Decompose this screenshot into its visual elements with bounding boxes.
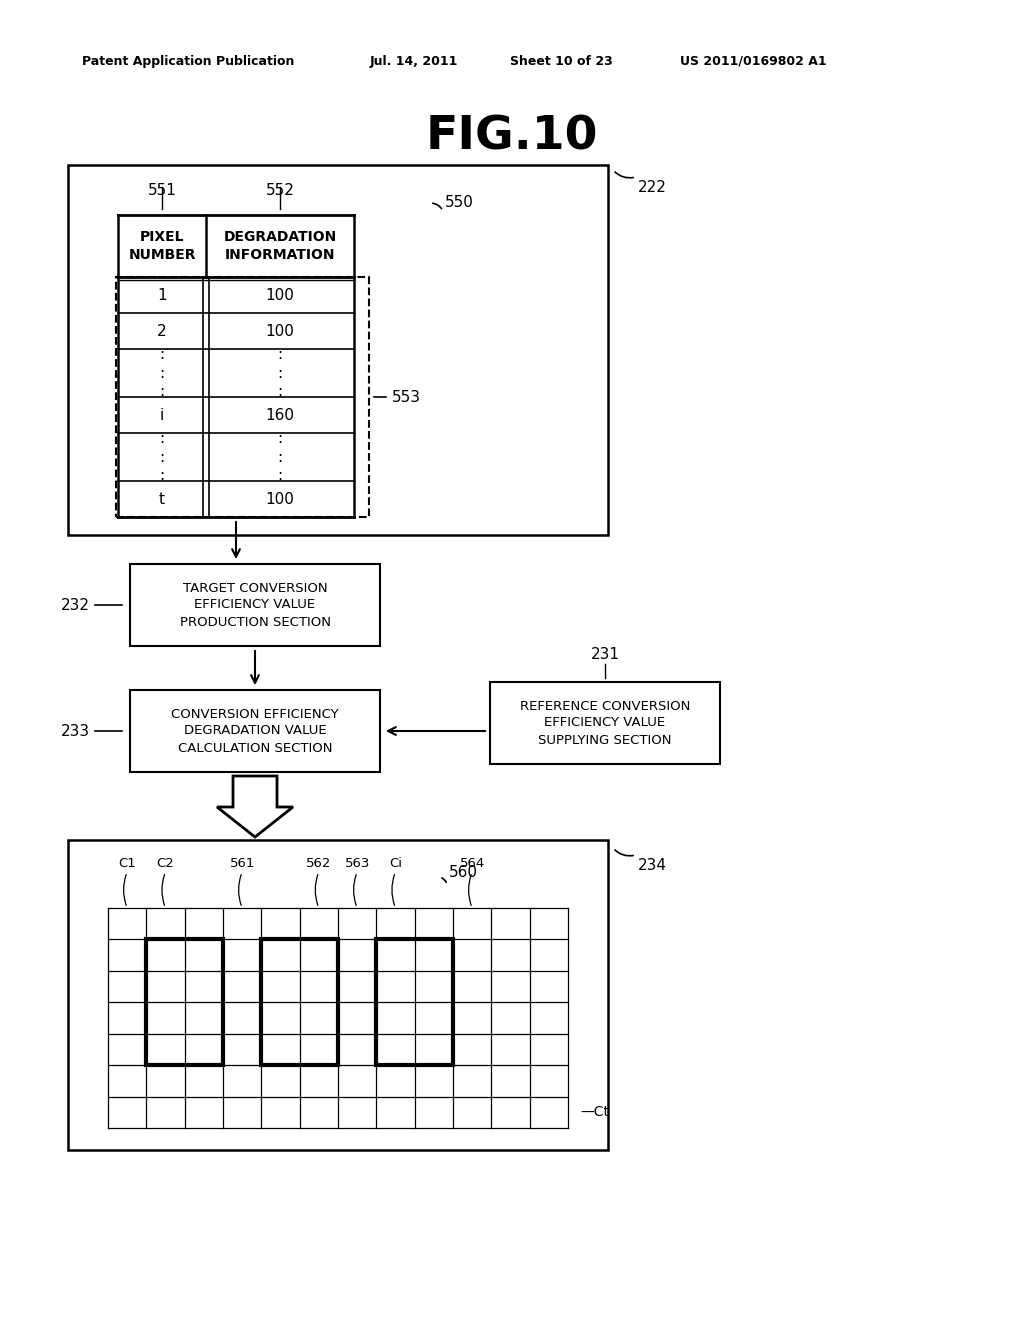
Text: t: t: [159, 491, 165, 507]
Text: C2: C2: [157, 857, 174, 870]
Text: 231: 231: [591, 647, 620, 663]
Text: 550: 550: [445, 195, 474, 210]
Text: 562: 562: [306, 857, 332, 870]
Text: Ci: Ci: [389, 857, 402, 870]
Text: 2: 2: [158, 323, 167, 338]
Bar: [68, 840, 608, 1150]
Text: US 2011/0169802 A1: US 2011/0169802 A1: [680, 55, 826, 69]
Text: PIXEL
NUMBER: PIXEL NUMBER: [128, 231, 196, 261]
Text: i: i: [160, 408, 164, 422]
Bar: [130, 690, 380, 772]
Text: Sheet 10 of 23: Sheet 10 of 23: [510, 55, 612, 69]
Bar: [116, 277, 369, 517]
Text: 563: 563: [344, 857, 370, 870]
Text: 553: 553: [392, 389, 421, 404]
Bar: [261, 940, 338, 1065]
Text: DEGRADATION
INFORMATION: DEGRADATION INFORMATION: [223, 231, 337, 261]
Text: Jul. 14, 2011: Jul. 14, 2011: [370, 55, 459, 69]
Text: 551: 551: [147, 183, 176, 198]
Text: TARGET CONVERSION
EFFICIENCY VALUE
PRODUCTION SECTION: TARGET CONVERSION EFFICIENCY VALUE PRODU…: [179, 582, 331, 628]
Bar: [490, 682, 720, 764]
Text: FIG.10: FIG.10: [426, 115, 598, 160]
Text: :
:
:: : : :: [278, 347, 283, 399]
Text: 100: 100: [265, 288, 295, 302]
Text: 234: 234: [638, 858, 667, 873]
Text: 552: 552: [265, 183, 295, 198]
Text: 222: 222: [638, 180, 667, 195]
Text: 564: 564: [460, 857, 484, 870]
Text: 100: 100: [265, 491, 295, 507]
Text: 561: 561: [229, 857, 255, 870]
Text: 100: 100: [265, 323, 295, 338]
Text: C1: C1: [119, 857, 136, 870]
Bar: [146, 940, 223, 1065]
Bar: [130, 564, 380, 645]
Text: 560: 560: [450, 865, 478, 880]
Text: 1: 1: [158, 288, 167, 302]
Bar: [377, 940, 453, 1065]
Text: :
:
:: : : :: [278, 430, 283, 483]
Text: :
:
:: : : :: [160, 347, 165, 399]
Polygon shape: [217, 776, 293, 837]
Text: 233: 233: [60, 723, 90, 738]
Text: :
:
:: : : :: [160, 430, 165, 483]
Text: 232: 232: [61, 598, 90, 612]
Text: Patent Application Publication: Patent Application Publication: [82, 55, 294, 69]
Text: CONVERSION EFFICIENCY
DEGRADATION VALUE
CALCULATION SECTION: CONVERSION EFFICIENCY DEGRADATION VALUE …: [171, 708, 339, 755]
Text: 160: 160: [265, 408, 295, 422]
Bar: [68, 165, 608, 535]
Text: REFERENCE CONVERSION
EFFICIENCY VALUE
SUPPLYING SECTION: REFERENCE CONVERSION EFFICIENCY VALUE SU…: [520, 700, 690, 747]
Text: —Ct: —Ct: [580, 1105, 609, 1119]
